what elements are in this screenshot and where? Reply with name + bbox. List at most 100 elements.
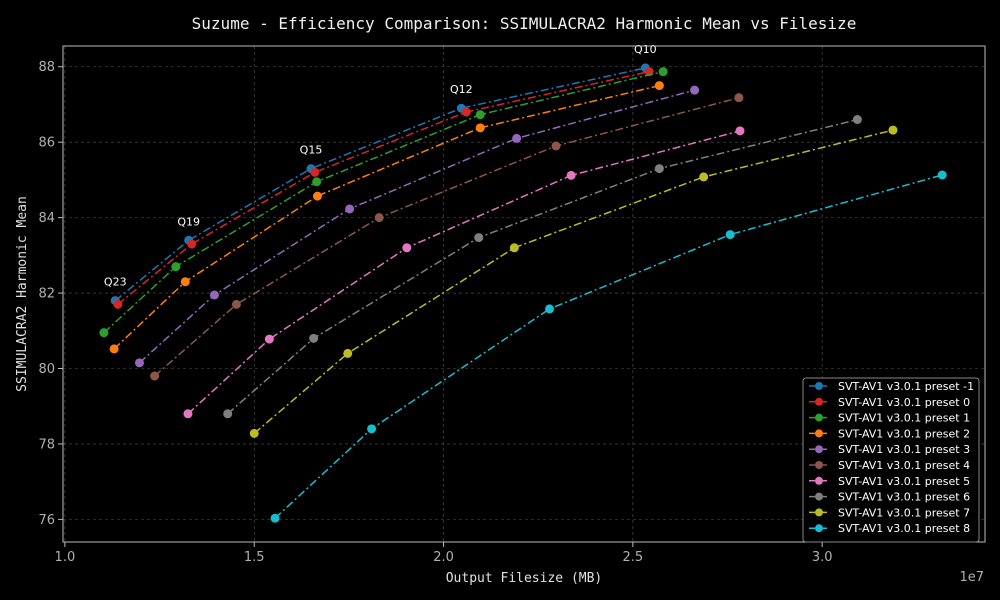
y-tick-label: 76 [38,513,55,528]
x-tick-label: 2.5 [623,550,644,565]
annotation-label: Q10 [634,43,657,56]
data-point [270,513,280,523]
data-point [113,299,123,309]
legend-label: SVT-AV1 v3.0.1 preset 3 [838,443,970,456]
ticks: 1.0 1.5 2.0 2.5 3.0 76 78 80 82 84 86 88 [38,60,832,565]
series-layer [99,63,947,523]
series-4 [134,85,700,368]
legend-entry: SVT-AV1 v3.0.1 preset 8 [809,522,970,535]
legend-label: SVT-AV1 v3.0.1 preset 1 [838,412,970,425]
legend: SVT-AV1 v3.0.1 preset -1 SVT-AV1 v3.0.1 p… [802,377,980,543]
data-point [474,233,484,243]
data-point [551,141,561,151]
data-point [183,409,193,419]
legend-label: SVT-AV1 v3.0.1 preset 2 [838,427,970,440]
data-point [888,125,898,135]
legend-marker [815,461,823,469]
legend-label: SVT-AV1 v3.0.1 preset 8 [838,522,970,535]
legend-label: SVT-AV1 v3.0.1 preset 7 [838,506,970,519]
data-point [658,67,668,77]
data-point [699,172,709,182]
legend-marker [815,445,823,454]
data-point [310,167,320,177]
data-point [312,177,322,187]
x-offset-label: 1e7 [959,570,984,585]
data-point [566,170,576,180]
legend-label: SVT-AV1 v3.0.1 preset 4 [838,459,970,472]
legend-entry: SVT-AV1 v3.0.1 preset -1 [809,380,974,393]
series-1 [113,67,654,309]
series-line [113,84,660,350]
data-point [134,358,144,368]
x-tick-label: 2.0 [433,550,454,565]
legend-marker [815,397,823,406]
legend-marker [815,382,823,390]
legend-label: SVT-AV1 v3.0.1 preset 5 [838,475,970,488]
data-point [209,290,219,300]
data-point [402,243,412,253]
data-point [735,126,745,136]
data-point [654,81,664,91]
data-point [734,93,744,103]
legend-entry: SVT-AV1 v3.0.1 preset 7 [809,506,970,519]
legend-entry: SVT-AV1 v3.0.1 preset 2 [809,427,970,440]
x-tick-label: 1.5 [244,550,265,565]
legend-marker [815,508,823,517]
annotation-label: Q19 [177,215,200,228]
data-point [475,110,485,120]
legend-marker [815,429,823,438]
legend-label: SVT-AV1 v3.0.1 preset 0 [838,396,970,409]
data-point [545,304,555,314]
data-point [690,85,700,95]
data-point [309,333,319,343]
legend-marker [815,524,823,533]
legend-entry: SVT-AV1 v3.0.1 preset 6 [809,491,970,504]
data-point [937,170,947,180]
y-tick-label: 84 [38,211,55,226]
legend-entry: SVT-AV1 v3.0.1 preset 0 [809,396,970,409]
y-tick-label: 82 [38,287,55,302]
series-line [274,174,943,519]
data-point [374,213,384,223]
data-point [654,164,664,174]
series-3 [109,81,664,354]
y-tick-label: 86 [38,136,55,151]
data-point [343,348,353,358]
annotation-layer: Q23 Q19 Q15 Q12 Q10 [104,43,657,289]
x-tick-label: 1.0 [55,550,76,565]
series-8 [249,125,898,438]
data-point [312,191,322,201]
legend-box [802,377,980,543]
data-point [475,123,485,133]
data-point [109,344,119,354]
data-point [180,277,190,287]
annotation-label: Q15 [300,144,323,157]
data-point [852,115,862,125]
legend-marker [815,476,823,485]
y-tick-label: 88 [38,60,55,75]
annotation-label: Q12 [450,83,473,96]
legend-marker [815,413,823,422]
data-point [150,371,160,381]
data-point [231,299,241,309]
data-point [99,328,109,338]
data-point [509,243,519,253]
y-axis-label: SSIMULACRA2 Harmonic Mean [15,196,30,392]
data-point [367,424,377,434]
series-7 [223,115,862,419]
x-axis-label: Output Filesize (MB) [446,571,603,586]
data-point [264,334,274,344]
data-point [187,239,197,249]
x-tick-label: 3.0 [812,550,833,565]
data-point [249,428,259,438]
legend-entry: SVT-AV1 v3.0.1 preset 5 [809,475,970,488]
data-point [512,133,522,143]
data-point [725,230,735,240]
y-tick-label: 78 [38,437,55,452]
series-5 [150,93,744,381]
legend-marker [815,492,823,501]
plot-frame [62,45,986,543]
legend-label: SVT-AV1 v3.0.1 preset 6 [838,491,970,504]
data-point [461,107,471,117]
